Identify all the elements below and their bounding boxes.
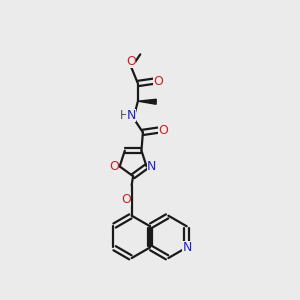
Text: O: O <box>159 124 169 136</box>
Text: O: O <box>122 193 131 206</box>
Text: O: O <box>110 160 119 173</box>
Text: H: H <box>120 109 129 122</box>
Text: N: N <box>126 109 136 122</box>
Text: N: N <box>147 160 157 173</box>
Text: O: O <box>127 55 136 68</box>
Polygon shape <box>138 99 156 104</box>
Text: O: O <box>154 75 164 88</box>
Text: N: N <box>183 241 192 254</box>
